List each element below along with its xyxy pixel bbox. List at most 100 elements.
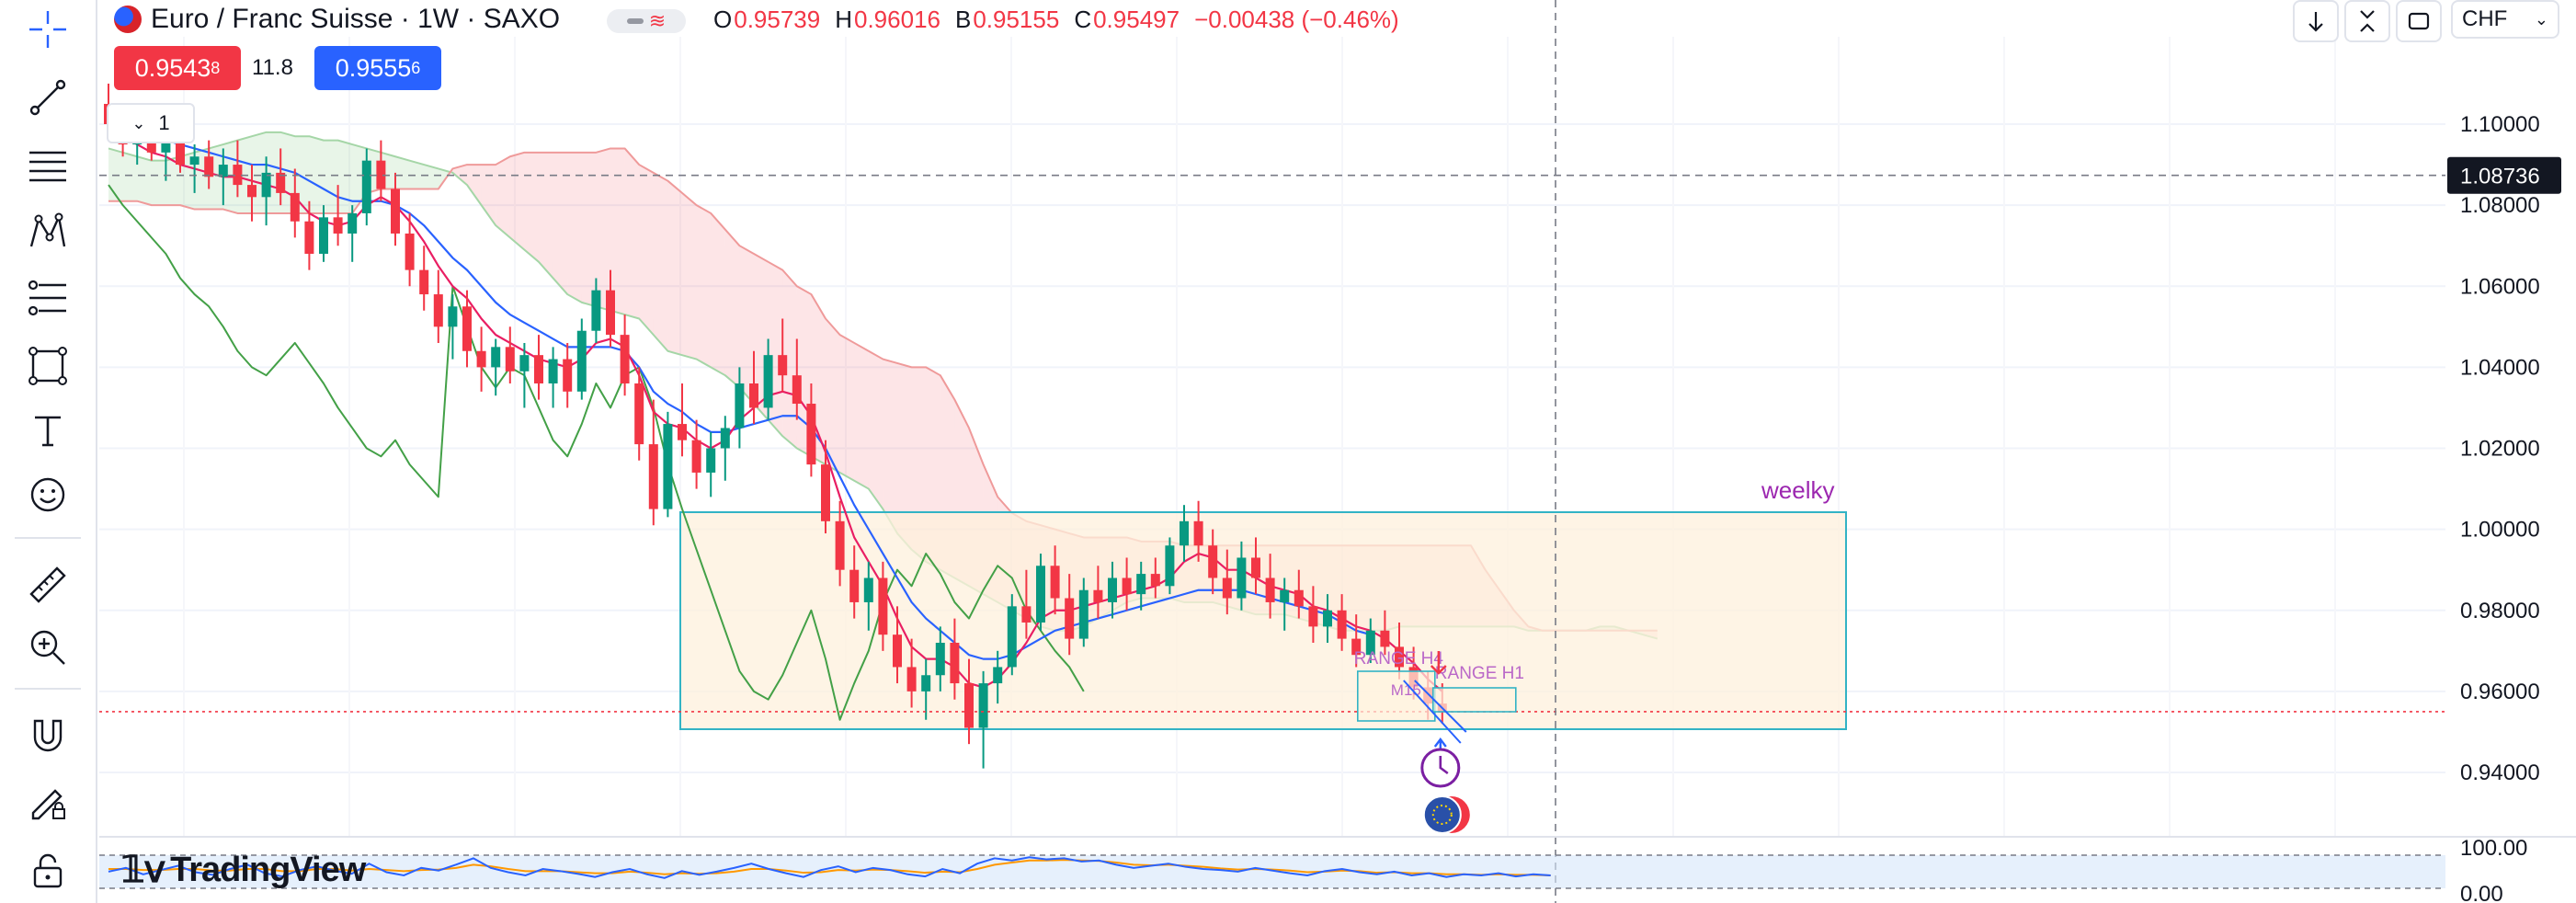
- candle: [276, 148, 286, 206]
- candle-body: [835, 520, 845, 570]
- candle-body: [534, 355, 543, 383]
- price-tick-label: 1.06000: [2460, 274, 2540, 299]
- candle: [1323, 594, 1332, 643]
- price-tick-label: 1.08000: [2460, 193, 2540, 218]
- candle-body: [749, 383, 758, 408]
- candle-body: [519, 355, 530, 371]
- zoom-icon[interactable]: [22, 622, 74, 673]
- candle: [893, 606, 902, 684]
- candle-body: [906, 667, 917, 692]
- range-h4-box: [1357, 670, 1436, 722]
- tv-logo-icon: 𝟙𝗏: [121, 850, 165, 890]
- candle-body: [319, 217, 328, 254]
- legend-visibility-toggle[interactable]: ≋: [607, 9, 686, 33]
- text-icon[interactable]: [22, 405, 74, 456]
- cloud-segment: [639, 165, 654, 336]
- cloud-segment: [137, 156, 152, 206]
- candle-body: [821, 464, 830, 521]
- candle-body: [391, 189, 400, 234]
- candle-body: [1222, 577, 1232, 599]
- trend-line-icon[interactable]: [22, 72, 74, 123]
- fullscreen-icon: [2408, 12, 2430, 30]
- cloud-segment: [724, 229, 740, 388]
- m15-label: M15: [1391, 681, 1421, 699]
- candle-body: [261, 172, 271, 198]
- candle-body: [548, 359, 558, 383]
- candle: [1237, 541, 1247, 611]
- candle-body: [1150, 574, 1160, 587]
- currency-select[interactable]: CHF ⌄: [2451, 0, 2559, 39]
- candle-body: [1237, 557, 1247, 599]
- candle: [1351, 614, 1362, 668]
- candle-body: [476, 350, 486, 368]
- candle-body: [591, 290, 601, 331]
- crosshair-icon[interactable]: [22, 4, 74, 55]
- shapes-icon[interactable]: [22, 340, 74, 392]
- candle: [1265, 554, 1275, 619]
- ohlc-key: O: [713, 5, 733, 33]
- candle: [735, 367, 745, 449]
- ohlc-key: C: [1074, 5, 1092, 33]
- candle-body: [863, 577, 873, 602]
- candle-body: [1050, 566, 1060, 599]
- collapse-panels-button[interactable]: [2344, 0, 2390, 42]
- cloud-segment: [165, 156, 180, 206]
- scroll-down-button[interactable]: [2293, 0, 2339, 42]
- candle: [1208, 529, 1218, 595]
- cloud-segment: [553, 152, 568, 295]
- candle: [1395, 622, 1404, 680]
- chikou-line: [108, 184, 1085, 721]
- candle-body: [893, 634, 902, 668]
- sell-button[interactable]: 0.9543 8: [114, 46, 241, 90]
- ohlc-values: O 0.95739 H 0.96016 B 0.95155 C 0.95497 −0.0…: [713, 0, 1414, 39]
- candle: [391, 172, 400, 246]
- ruler-icon[interactable]: [22, 559, 74, 611]
- candle-body: [993, 667, 1003, 684]
- candle-body: [304, 221, 314, 254]
- candle-body: [1021, 606, 1032, 623]
- buy-button[interactable]: 0.9555 6: [314, 46, 441, 90]
- legend-collapse-button[interactable]: ⌄ 1: [107, 103, 195, 143]
- magnet-icon[interactable]: [22, 710, 74, 761]
- pattern-icon[interactable]: [22, 206, 74, 257]
- cloud-segment: [883, 359, 897, 534]
- cloud-segment: [653, 172, 668, 351]
- cloud-segment: [424, 165, 439, 189]
- cloud-segment: [667, 180, 682, 356]
- oscillator-tick-label: 0.00: [2460, 882, 2503, 903]
- fib-icon[interactable]: [22, 140, 74, 191]
- collapse-icon: [2360, 10, 2375, 32]
- candle-body: [1280, 589, 1290, 602]
- candle-body: [1251, 557, 1260, 578]
- candle: [749, 350, 758, 425]
- oscillator-tick-label: 100.00: [2460, 836, 2527, 861]
- price-tick-label: 0.98000: [2460, 599, 2540, 623]
- forecast-icon[interactable]: [22, 272, 74, 324]
- candle: [935, 626, 945, 692]
- cloud-segment: [868, 350, 883, 509]
- symbol-legend[interactable]: Euro / Franc Suisse · 1W · SAXO: [114, 0, 560, 39]
- candle: [476, 326, 486, 392]
- candle: [606, 269, 615, 348]
- candle-body: [606, 290, 615, 336]
- cloud-segment: [567, 152, 582, 303]
- candle-body: [1078, 589, 1089, 639]
- lock-draw-icon[interactable]: [22, 776, 74, 828]
- candle: [792, 338, 802, 420]
- candle: [1050, 545, 1060, 615]
- candle: [1021, 569, 1032, 639]
- fullscreen-button[interactable]: [2396, 0, 2442, 42]
- candle: [1122, 557, 1132, 611]
- candle: [964, 658, 974, 745]
- lock-icon[interactable]: [22, 844, 74, 896]
- candle-body: [361, 160, 371, 213]
- cloud-segment: [696, 205, 712, 368]
- candle: [950, 618, 960, 700]
- candle: [821, 440, 830, 534]
- candle-body: [1093, 589, 1103, 602]
- channel-lines: [1403, 680, 1467, 744]
- ohlc-value: 0.95739: [734, 5, 821, 33]
- emoji-icon[interactable]: [22, 469, 74, 520]
